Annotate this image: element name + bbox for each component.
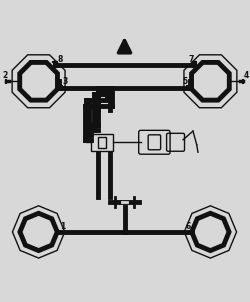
Text: 1: 1 bbox=[60, 222, 66, 231]
Text: 3: 3 bbox=[63, 77, 68, 86]
Bar bbox=[91, 133, 113, 151]
Text: 6: 6 bbox=[186, 222, 191, 231]
Text: 2: 2 bbox=[2, 71, 8, 80]
Text: 7: 7 bbox=[188, 55, 194, 64]
Text: 5: 5 bbox=[182, 77, 188, 86]
Text: 4: 4 bbox=[244, 71, 249, 80]
Text: 8: 8 bbox=[58, 55, 63, 64]
Bar bbox=[98, 137, 106, 148]
